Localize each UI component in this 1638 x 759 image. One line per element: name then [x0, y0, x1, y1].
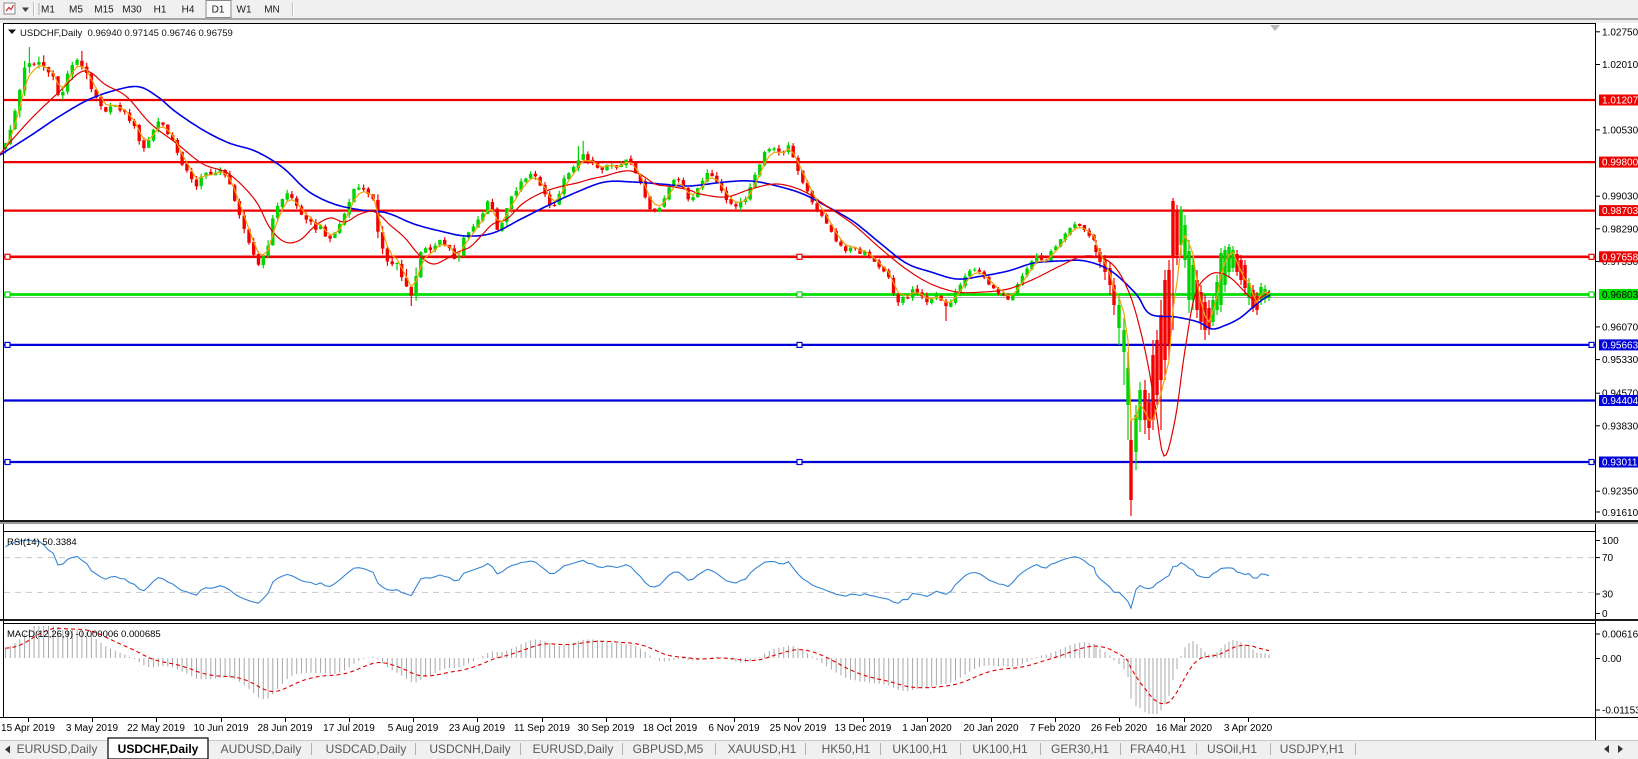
svg-text:XAUUSD,H1: XAUUSD,H1: [728, 742, 797, 756]
svg-text:M30: M30: [122, 5, 142, 16]
svg-text:0.97550: 0.97550: [1602, 257, 1638, 268]
svg-text:GER30,H1: GER30,H1: [1051, 742, 1109, 756]
svg-text:0.95663: 0.95663: [1602, 340, 1638, 351]
svg-text:0.98290: 0.98290: [1602, 224, 1638, 235]
svg-text:0.98703: 0.98703: [1602, 206, 1638, 217]
svg-text:M1: M1: [41, 5, 55, 16]
svg-text:0.97658: 0.97658: [1602, 252, 1638, 263]
svg-text:1 Jan 2020: 1 Jan 2020: [902, 723, 952, 734]
svg-text:UK100,H1: UK100,H1: [972, 742, 1028, 756]
svg-text:W1: W1: [237, 5, 252, 16]
svg-text:USDCHF,Daily 0.96940 0.97145: USDCHF,Daily 0.96940 0.97145 0.96746 0.9…: [20, 28, 233, 39]
svg-text:EURUSD,Daily: EURUSD,Daily: [533, 742, 614, 756]
svg-text:0.96070: 0.96070: [1602, 322, 1638, 333]
svg-text:22 May 2019: 22 May 2019: [127, 723, 185, 734]
svg-text:MACD(12,26,9) -0.000006 0.0006: MACD(12,26,9) -0.000006 0.000685: [7, 629, 161, 640]
svg-text:30: 30: [1602, 590, 1614, 601]
svg-text:11 Sep 2019: 11 Sep 2019: [514, 723, 570, 734]
svg-text:100: 100: [1602, 536, 1619, 547]
svg-text:USDJPY,H1: USDJPY,H1: [1280, 742, 1345, 756]
svg-text:0.96803: 0.96803: [1602, 290, 1638, 301]
svg-text:1.01207: 1.01207: [1602, 96, 1638, 107]
svg-text:FRA40,H1: FRA40,H1: [1130, 742, 1186, 756]
svg-text:1.02750: 1.02750: [1602, 27, 1638, 38]
svg-text:0.93011: 0.93011: [1602, 458, 1638, 469]
svg-text:0.95330: 0.95330: [1602, 355, 1638, 366]
svg-text:23 Aug 2019: 23 Aug 2019: [449, 723, 506, 734]
svg-text:AUDUSD,Daily: AUDUSD,Daily: [221, 742, 302, 756]
svg-text:10 Jun 2019: 10 Jun 2019: [193, 723, 248, 734]
svg-text:70: 70: [1602, 553, 1614, 564]
svg-text:16 Mar 2020: 16 Mar 2020: [1156, 723, 1213, 734]
svg-text:RSI(14) 50.3384: RSI(14) 50.3384: [7, 537, 77, 548]
svg-text:USDCAD,Daily: USDCAD,Daily: [326, 742, 407, 756]
svg-text:M15: M15: [94, 5, 114, 16]
svg-text:15 Apr 2019: 15 Apr 2019: [1, 723, 55, 734]
svg-text:3 May 2019: 3 May 2019: [66, 723, 119, 734]
svg-text:USDCHF,Daily: USDCHF,Daily: [118, 742, 199, 756]
svg-text:28 Jun 2019: 28 Jun 2019: [257, 723, 312, 734]
svg-text:25 Nov 2019: 25 Nov 2019: [770, 723, 827, 734]
svg-text:3 Apr 2020: 3 Apr 2020: [1224, 723, 1273, 734]
svg-text:USDCNH,Daily: USDCNH,Daily: [429, 742, 510, 756]
svg-text:D1: D1: [212, 5, 225, 16]
svg-text:EURUSD,Daily: EURUSD,Daily: [17, 742, 98, 756]
svg-text:30 Sep 2019: 30 Sep 2019: [578, 723, 635, 734]
svg-text:0.94404: 0.94404: [1602, 396, 1638, 407]
svg-text:HK50,H1: HK50,H1: [822, 742, 871, 756]
svg-text:GBPUSD,M5: GBPUSD,M5: [633, 742, 704, 756]
svg-text:1.00530: 1.00530: [1602, 125, 1638, 136]
svg-text:5 Aug 2019: 5 Aug 2019: [388, 723, 439, 734]
svg-text:13 Dec 2019: 13 Dec 2019: [835, 723, 892, 734]
svg-text:0.93830: 0.93830: [1602, 421, 1638, 432]
svg-text:0.91610: 0.91610: [1602, 508, 1638, 519]
svg-text:26 Feb 2020: 26 Feb 2020: [1091, 723, 1148, 734]
svg-text:0.006167: 0.006167: [1602, 630, 1638, 641]
svg-text:7 Feb 2020: 7 Feb 2020: [1030, 723, 1081, 734]
svg-text:0.99030: 0.99030: [1602, 192, 1638, 203]
svg-text:MN: MN: [264, 5, 280, 16]
svg-text:1.02010: 1.02010: [1602, 60, 1638, 71]
svg-text:0.94570: 0.94570: [1602, 389, 1638, 400]
svg-text:-0.011533: -0.011533: [1602, 706, 1638, 717]
svg-text:6 Nov 2019: 6 Nov 2019: [708, 723, 760, 734]
svg-text:M5: M5: [69, 5, 83, 16]
svg-text:18 Oct 2019: 18 Oct 2019: [643, 723, 698, 734]
svg-text:0.92350: 0.92350: [1602, 487, 1638, 498]
svg-text:20 Jan 2020: 20 Jan 2020: [963, 723, 1018, 734]
svg-text:0.99800: 0.99800: [1602, 158, 1638, 169]
svg-text:H1: H1: [154, 5, 167, 16]
svg-text:UK100,H1: UK100,H1: [892, 742, 948, 756]
svg-text:17 Jul 2019: 17 Jul 2019: [323, 723, 375, 734]
svg-text:0: 0: [1602, 609, 1608, 620]
svg-text:H4: H4: [182, 5, 195, 16]
svg-text:USOil,H1: USOil,H1: [1207, 742, 1257, 756]
svg-text:0.00: 0.00: [1602, 654, 1622, 665]
